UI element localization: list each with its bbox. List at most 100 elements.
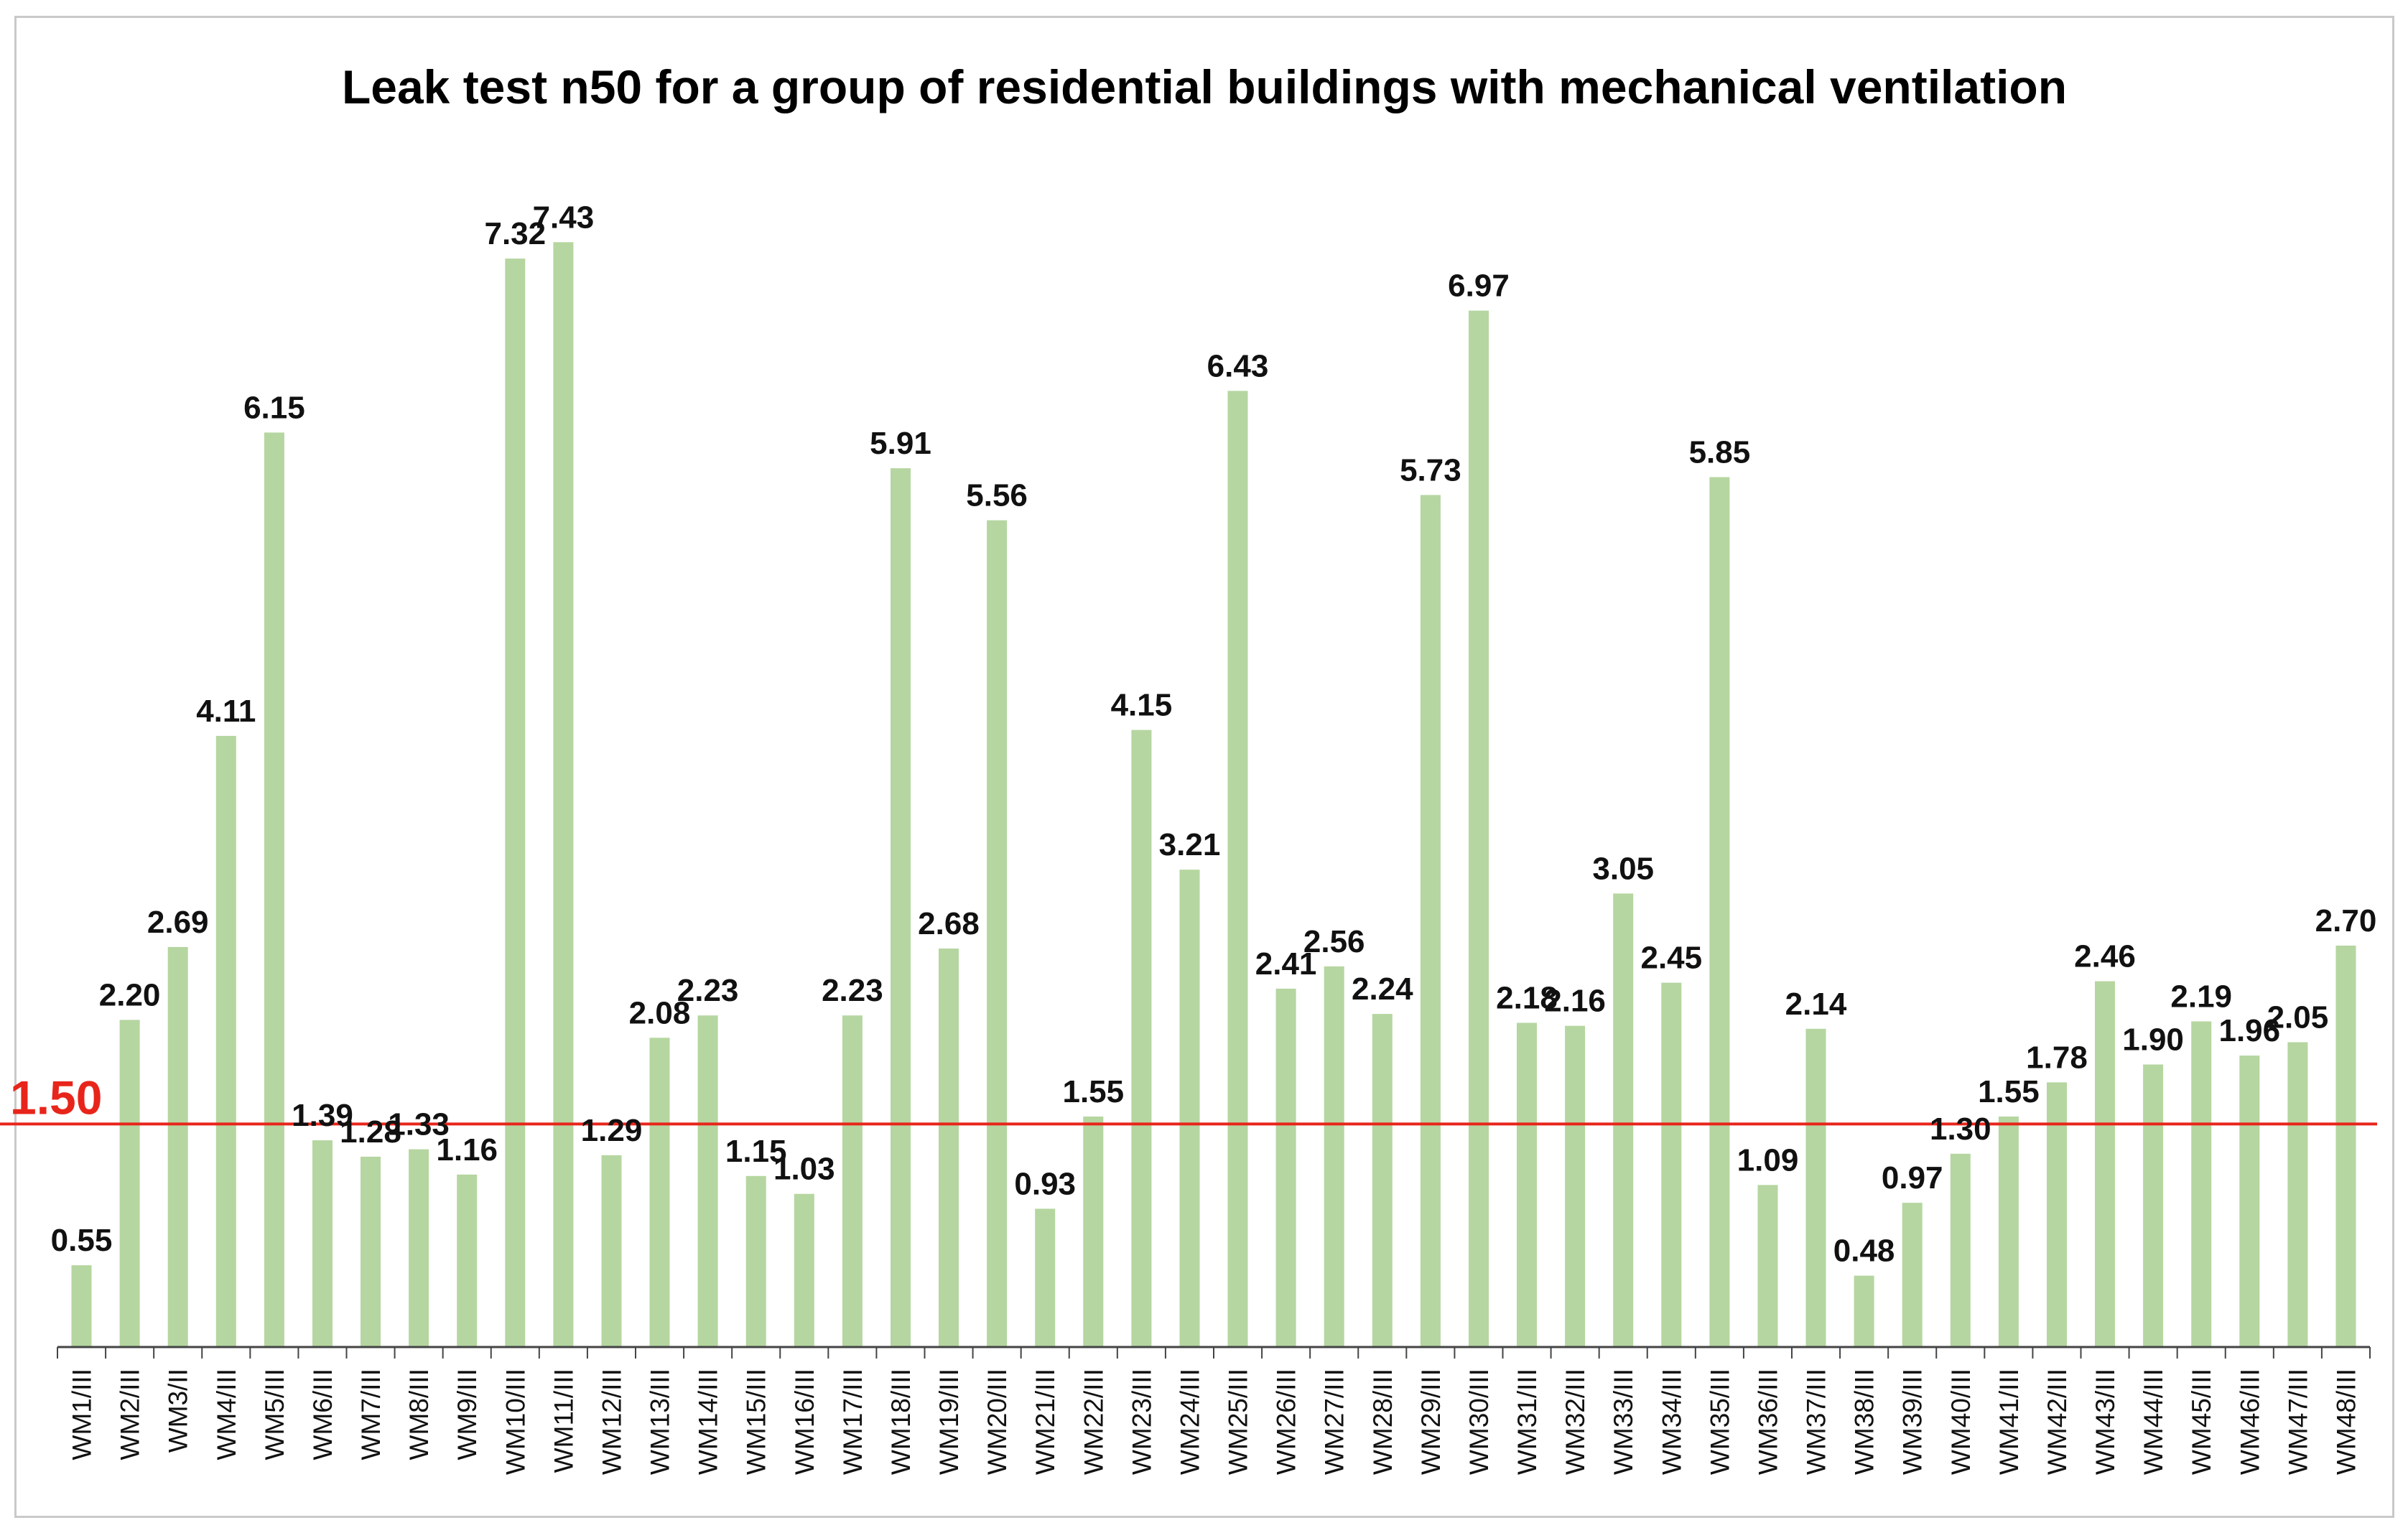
bar-WM10/III (505, 258, 526, 1348)
tick-label-WM12/III: WM12/III (598, 1369, 627, 1475)
bar-WM1/III (71, 1265, 92, 1347)
bar-WM17/III (842, 1015, 863, 1347)
data-label-WM41/III: 1.55 (1978, 1074, 2040, 1109)
bar-WM4/III (215, 735, 236, 1347)
data-label-WM35/III: 5.85 (1689, 435, 1751, 470)
tick-label-WM14/III: WM14/III (694, 1369, 723, 1475)
data-label-WM30/III: 6.97 (1448, 269, 1510, 304)
bar-WM9/III (457, 1174, 478, 1347)
bar-WM12/III (601, 1155, 622, 1347)
tick-label-WM2/III: WM2/III (116, 1369, 145, 1460)
data-label-WM27/III: 2.56 (1303, 924, 1365, 959)
data-label-WM43/III: 2.46 (2074, 939, 2136, 974)
tick-label-WM1/III: WM1/III (68, 1369, 97, 1460)
tick-label-WM41/III: WM41/III (1994, 1369, 2024, 1475)
bar-WM26/III (1275, 988, 1296, 1347)
bar-WM16/III (794, 1193, 814, 1347)
chart-title: Leak test n50 for a group of residential… (341, 60, 2068, 113)
tick-label-WM9/III: WM9/III (452, 1369, 482, 1460)
data-label-WM9/III: 1.16 (436, 1132, 498, 1168)
data-label-WM4/III: 4.11 (196, 694, 256, 729)
bar-WM20/III (987, 520, 1008, 1347)
tick-label-WM4/III: WM4/III (212, 1369, 241, 1460)
tick-label-WM17/III: WM17/III (838, 1369, 868, 1475)
tick-label-WM43/III: WM43/III (2091, 1369, 2120, 1475)
tick-label-WM20/III: WM20/III (982, 1369, 1012, 1475)
tick-label-WM27/III: WM27/III (1320, 1369, 1349, 1475)
tick-label-WM15/III: WM15/III (742, 1369, 771, 1475)
tick-label-WM8/III: WM8/III (404, 1369, 434, 1460)
tick-label-WM32/III: WM32/III (1561, 1369, 1590, 1475)
tick-label-WM47/III: WM47/III (2283, 1369, 2312, 1475)
data-label-WM2/III: 2.20 (99, 977, 161, 1012)
bar-WM3/II (167, 946, 188, 1347)
tick-label-WM3/II: WM3/II (164, 1369, 193, 1453)
tick-label-WM26/III: WM26/III (1272, 1369, 1301, 1475)
reference-line-label: 1.50 (10, 1071, 102, 1124)
bar-WM33/III (1613, 893, 1634, 1347)
data-label-WM44/III: 1.90 (2122, 1022, 2184, 1058)
bar-WM21/III (1035, 1208, 1056, 1347)
data-label-WM25/III: 6.43 (1207, 348, 1269, 383)
bar-WM13/III (649, 1038, 670, 1347)
data-label-WM37/III: 2.14 (1785, 987, 1847, 1022)
bar-WM23/III (1131, 730, 1152, 1347)
tick-label-WM28/III: WM28/III (1368, 1369, 1398, 1475)
tick-label-WM21/III: WM21/III (1031, 1369, 1060, 1475)
data-label-WM39/III: 0.97 (1882, 1160, 1943, 1196)
bar-WM44/III (2143, 1064, 2164, 1347)
data-label-WM45/III: 2.19 (2170, 979, 2232, 1015)
data-label-WM46/III: 1.96 (2218, 1013, 2280, 1048)
bar-WM48/III (2335, 945, 2356, 1347)
bar-WM38/III (1854, 1275, 1874, 1347)
data-label-WM31/III: 2.18 (1496, 981, 1558, 1016)
tick-label-WM35/III: WM35/III (1705, 1369, 1734, 1475)
bar-WM32/III (1565, 1025, 1586, 1347)
data-label-WM19/III: 2.68 (918, 906, 980, 941)
bar-WM15/III (745, 1175, 766, 1347)
data-label-WM28/III: 2.24 (1352, 971, 1413, 1007)
bar-WM35/III (1709, 477, 1730, 1347)
tick-label-WM40/III: WM40/III (1946, 1369, 1976, 1475)
data-label-WM36/III: 1.09 (1737, 1142, 1799, 1178)
tick-label-WM16/III: WM16/III (790, 1369, 819, 1475)
data-label-WM48/III: 2.70 (2315, 903, 2377, 938)
data-label-WM24/III: 3.21 (1159, 827, 1221, 862)
data-label-WM12/III: 1.29 (581, 1113, 643, 1148)
data-label-WM33/III: 3.05 (1592, 851, 1654, 886)
data-label-WM22/III: 1.55 (1062, 1074, 1124, 1109)
data-label-WM40/III: 1.30 (1930, 1112, 1991, 1147)
bar-WM19/III (939, 949, 959, 1347)
bar-WM39/III (1902, 1203, 1923, 1347)
bar-WM42/III (2047, 1082, 2067, 1347)
data-label-WM14/III: 2.23 (677, 973, 739, 1008)
bar-WM31/III (1517, 1022, 1537, 1347)
data-label-WM15/III: 1.15 (725, 1134, 787, 1169)
data-label-WM18/III: 5.91 (870, 426, 931, 461)
data-label-WM6/III: 1.39 (292, 1098, 353, 1133)
tick-label-WM46/III: WM46/III (2235, 1369, 2264, 1475)
tick-label-WM48/III: WM48/III (2332, 1369, 2361, 1475)
bar-WM2/III (119, 1020, 140, 1347)
data-label-WM20/III: 5.56 (966, 478, 1028, 513)
tick-label-WM25/III: WM25/III (1224, 1369, 1253, 1475)
tick-label-WM42/III: WM42/III (2042, 1369, 2072, 1475)
tick-label-WM13/III: WM13/III (646, 1369, 675, 1475)
tick-label-WM7/III: WM7/III (356, 1369, 386, 1460)
tick-label-WM37/III: WM37/III (1802, 1369, 1831, 1475)
tick-label-WM24/III: WM24/III (1176, 1369, 1205, 1475)
tick-label-WM39/III: WM39/III (1898, 1369, 1928, 1475)
data-label-WM3/II: 2.69 (147, 905, 209, 940)
tick-label-WM11/III: WM11/III (549, 1369, 578, 1473)
data-label-WM7/III: 1.28 (340, 1114, 401, 1150)
data-label-WM5/III: 6.15 (243, 390, 305, 425)
tick-label-WM31/III: WM31/III (1512, 1369, 1542, 1475)
bar-WM8/III (409, 1149, 429, 1347)
bar-WM29/III (1420, 495, 1441, 1347)
bar-WM41/III (1998, 1117, 2019, 1347)
tick-label-WM5/III: WM5/III (260, 1369, 289, 1460)
bar-WM11/III (553, 242, 574, 1347)
bar-WM47/III (2287, 1042, 2308, 1347)
data-label-WM26/III: 2.41 (1255, 946, 1317, 982)
